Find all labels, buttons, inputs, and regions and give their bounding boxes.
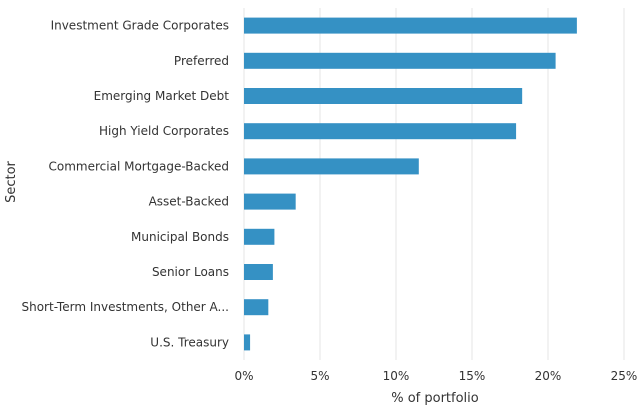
category-label: Senior Loans xyxy=(152,265,229,279)
category-label: Asset-Backed xyxy=(149,195,229,209)
category-label: Municipal Bonds xyxy=(131,230,229,244)
category-label: Investment Grade Corporates xyxy=(51,19,229,33)
category-label: Short-Term Investments, Other A... xyxy=(21,300,229,314)
bar[interactable] xyxy=(244,123,517,140)
x-tick-label: 25% xyxy=(611,369,638,383)
category-label: Emerging Market Debt xyxy=(94,89,230,103)
bar[interactable] xyxy=(244,228,275,245)
x-tick-label: 5% xyxy=(310,369,329,383)
x-tick-labels: 0% 5% 10% 15% 20% 25% xyxy=(234,369,637,383)
y-axis-title: Sector xyxy=(4,160,19,202)
category-label: U.S. Treasury xyxy=(150,335,229,349)
bar[interactable] xyxy=(244,334,251,351)
category-label: Preferred xyxy=(174,54,229,68)
x-tick-label: 20% xyxy=(535,369,562,383)
category-labels: Investment Grade Corporates Preferred Emer… xyxy=(21,19,229,350)
bar[interactable] xyxy=(244,264,273,280)
bar[interactable] xyxy=(244,299,269,316)
x-tick-label: 15% xyxy=(459,369,486,383)
bar[interactable] xyxy=(244,52,556,69)
bars xyxy=(244,17,577,351)
x-axis-title: % of portfolio xyxy=(391,391,479,406)
category-label: Commercial Mortgage-Backed xyxy=(49,159,230,173)
bar[interactable] xyxy=(244,193,296,210)
bar[interactable] xyxy=(244,88,523,104)
x-tick-label: 10% xyxy=(383,369,410,383)
category-label: High Yield Corporates xyxy=(99,124,229,138)
bar[interactable] xyxy=(244,17,577,34)
x-tick-label: 0% xyxy=(234,369,253,383)
bar[interactable] xyxy=(244,158,419,175)
